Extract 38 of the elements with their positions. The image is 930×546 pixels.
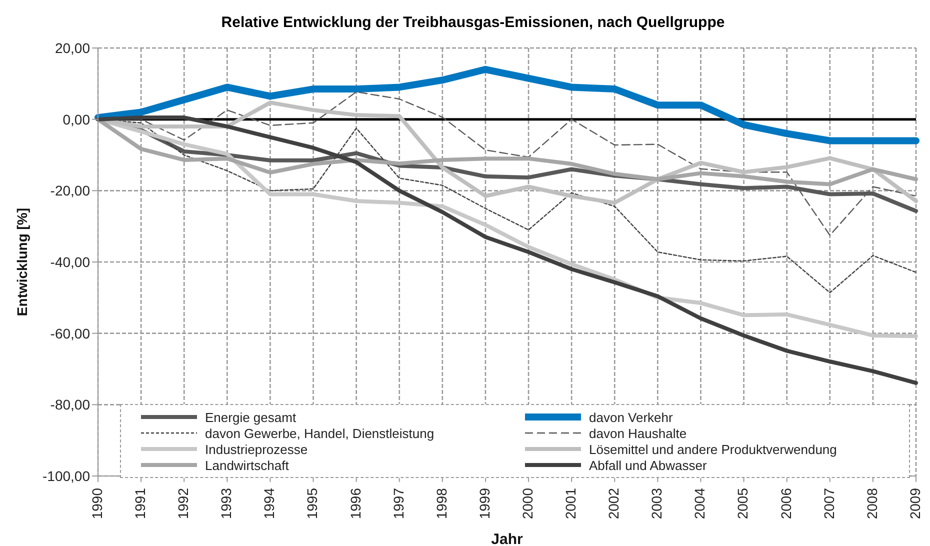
legend-label: Energie gesamt xyxy=(205,410,296,424)
y-axis-title: Entwicklung [%] xyxy=(14,208,30,316)
legend-label: Industrieprozesse xyxy=(205,442,308,456)
x-tick-label: 2004 xyxy=(692,488,708,520)
y-tick-label: -40,00 xyxy=(50,254,90,270)
x-axis-title: Jahr xyxy=(491,531,524,546)
y-tick-label: -100,00 xyxy=(42,468,90,484)
x-tick-label: 2002 xyxy=(606,488,622,520)
y-tick-label: 20,00 xyxy=(54,40,90,56)
x-tick-label: 2007 xyxy=(820,488,837,520)
x-tick-label: 2003 xyxy=(648,488,665,520)
x-tick-label: 1990 xyxy=(88,488,105,520)
x-tick-label: 2005 xyxy=(734,488,751,520)
x-tick-label: 1993 xyxy=(218,488,234,520)
y-tick-label: 0,00 xyxy=(62,111,90,128)
x-tick-label: 2008 xyxy=(864,488,880,520)
x-tick-label: 2001 xyxy=(562,488,579,520)
x-tick-label: 1999 xyxy=(476,488,492,520)
x-tick-label: 1995 xyxy=(304,488,320,520)
y-tick-label: -20,00 xyxy=(50,182,90,199)
legend-label: Landwirtschaft xyxy=(205,458,289,472)
y-tick-label: -60,00 xyxy=(50,325,90,342)
x-tick-label: 1991 xyxy=(132,488,148,520)
x-tick-label: 1998 xyxy=(433,488,450,520)
legend-label: Abfall und Abwasser xyxy=(589,458,707,472)
chart-title: Relative Entwicklung der Treibhausgas-Emissionen, nach Quellgruppe xyxy=(220,14,726,31)
x-tick-label: 2000 xyxy=(519,488,536,520)
legend-label: Lösemittel und andere Produktverwendung xyxy=(589,442,837,456)
legend-label: davon Verkehr xyxy=(589,410,673,424)
x-tick-label: 1994 xyxy=(261,488,278,520)
x-tick-label: 1992 xyxy=(175,488,192,520)
x-tick-label: 2006 xyxy=(778,488,794,520)
legend-label: davon Haushalte xyxy=(589,426,687,440)
x-tick-label: 1996 xyxy=(347,488,364,520)
x-tick-label: 1997 xyxy=(390,488,406,520)
x-tick-label: 2009 xyxy=(906,488,923,520)
y-tick-label: -80,00 xyxy=(50,396,90,413)
legend-label: davon Gewerbe, Handel, Dienstleistung xyxy=(205,426,434,440)
